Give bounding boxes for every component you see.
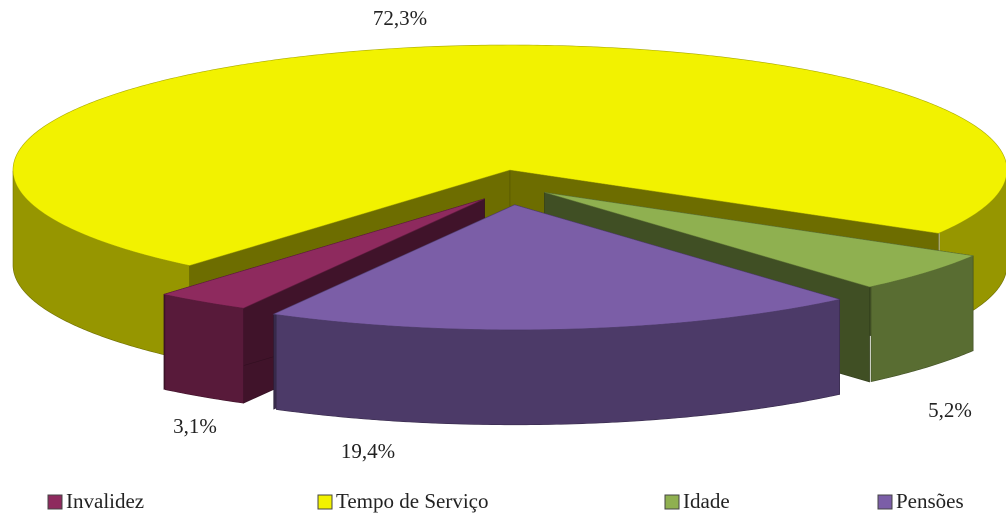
slice-top: [272, 204, 840, 331]
legend-swatch: [877, 494, 893, 510]
slice-wall: [164, 294, 244, 404]
data-label: 72,3%: [373, 6, 427, 30]
legend-label: Idade: [683, 489, 730, 513]
legend-swatch: [317, 494, 333, 510]
legend-swatch: [47, 494, 63, 510]
data-label: 19,4%: [341, 439, 395, 463]
slice-top: [544, 192, 975, 288]
legend-label: Invalidez: [66, 489, 144, 513]
data-label: 3,1%: [173, 414, 217, 438]
legend-label: Pensões: [896, 489, 964, 513]
slice-top: [163, 198, 485, 309]
data-label: 5,2%: [928, 398, 972, 422]
slice-top: [12, 44, 1006, 266]
slice: [272, 204, 840, 426]
legend-label: Tempo de Serviço: [336, 489, 489, 513]
legend-swatch: [664, 494, 680, 510]
